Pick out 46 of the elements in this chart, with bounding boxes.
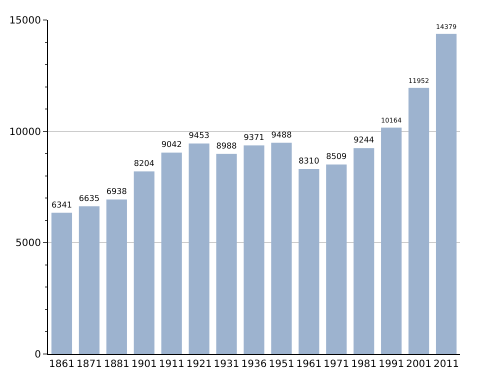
bar [408, 88, 430, 354]
data-label: 8988 [216, 140, 237, 150]
x-tick-label: 2011 [434, 359, 459, 370]
bar [51, 212, 72, 354]
data-label: 9453 [188, 130, 210, 140]
bar [271, 142, 292, 354]
bar [298, 168, 320, 354]
bar [216, 154, 237, 354]
x-tick-label: 1951 [268, 359, 294, 370]
x-tick-label: 1921 [186, 359, 212, 370]
bar [436, 34, 457, 354]
bar [326, 164, 347, 354]
data-label: 8509 [326, 151, 347, 162]
y-tick-label: 15000 [9, 16, 41, 26]
bar [244, 145, 264, 354]
x-tick-label: 1931 [214, 359, 240, 370]
x-tick-label: 1871 [76, 359, 102, 370]
x-tick-label: 1971 [324, 359, 350, 370]
y-tick-label: 0 [34, 350, 41, 360]
data-label: 8310 [298, 156, 320, 166]
x-tick-label: 1936 [241, 359, 267, 370]
bar [106, 200, 127, 354]
data-label: 8204 [134, 158, 154, 168]
data-label: 9371 [244, 132, 264, 142]
x-tick-label: 2001 [406, 359, 432, 370]
x-tick-label: 1991 [378, 359, 404, 370]
x-tick-label: 1881 [104, 359, 130, 370]
data-label: 6341 [51, 199, 72, 210]
data-label: 6635 [78, 192, 100, 203]
bar [188, 144, 210, 354]
x-tick-label: 1981 [351, 359, 377, 370]
x-tick-label: 1961 [296, 359, 322, 370]
data-label: 9042 [161, 139, 182, 150]
bar [134, 171, 154, 354]
x-tick-label: 1911 [158, 359, 184, 370]
bar [381, 128, 402, 354]
y-tick-label: 5000 [16, 238, 41, 250]
data-label: 9244 [354, 134, 374, 145]
bar [161, 152, 182, 354]
y-tick-label: 10000 [9, 126, 41, 138]
x-tick-label: 1901 [131, 359, 157, 370]
data-label: 6938 [106, 186, 127, 196]
bar [354, 148, 374, 354]
bar [78, 206, 100, 354]
data-label: 9488 [271, 129, 292, 140]
x-tick-label: 1861 [49, 359, 74, 370]
